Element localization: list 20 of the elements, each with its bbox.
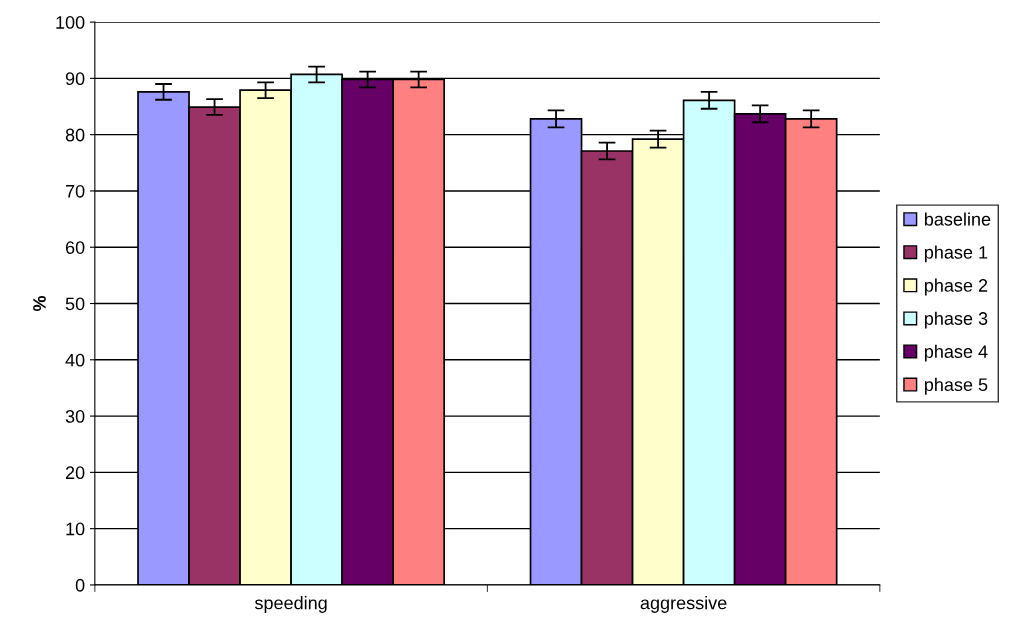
y-tick-label: 40: [65, 353, 85, 367]
legend-label: phase 4: [924, 344, 988, 362]
x-tick-label: aggressive: [640, 596, 727, 613]
y-tick-label: 80: [65, 128, 85, 142]
legend-label: phase 5: [924, 377, 988, 395]
legend-label: phase 2: [924, 278, 988, 296]
y-tick-label: 100: [56, 16, 85, 29]
y-tick-label: 60: [65, 241, 85, 254]
y-tick-label: 70: [65, 184, 85, 198]
y-tick-label: 30: [65, 410, 85, 423]
legend-label: baseline: [924, 212, 991, 226]
y-axis-title: %: [33, 295, 46, 312]
legend-label: phase 1: [924, 245, 988, 263]
x-tick-label: speeding: [254, 596, 327, 613]
y-tick-label: 10: [66, 522, 85, 536]
y-tick-label: 50: [65, 297, 85, 311]
y-tick-label: 20: [65, 466, 85, 480]
y-tick-label: 0: [75, 578, 85, 592]
legend-label: phase 3: [924, 311, 988, 329]
y-tick-label: 90: [65, 72, 85, 86]
